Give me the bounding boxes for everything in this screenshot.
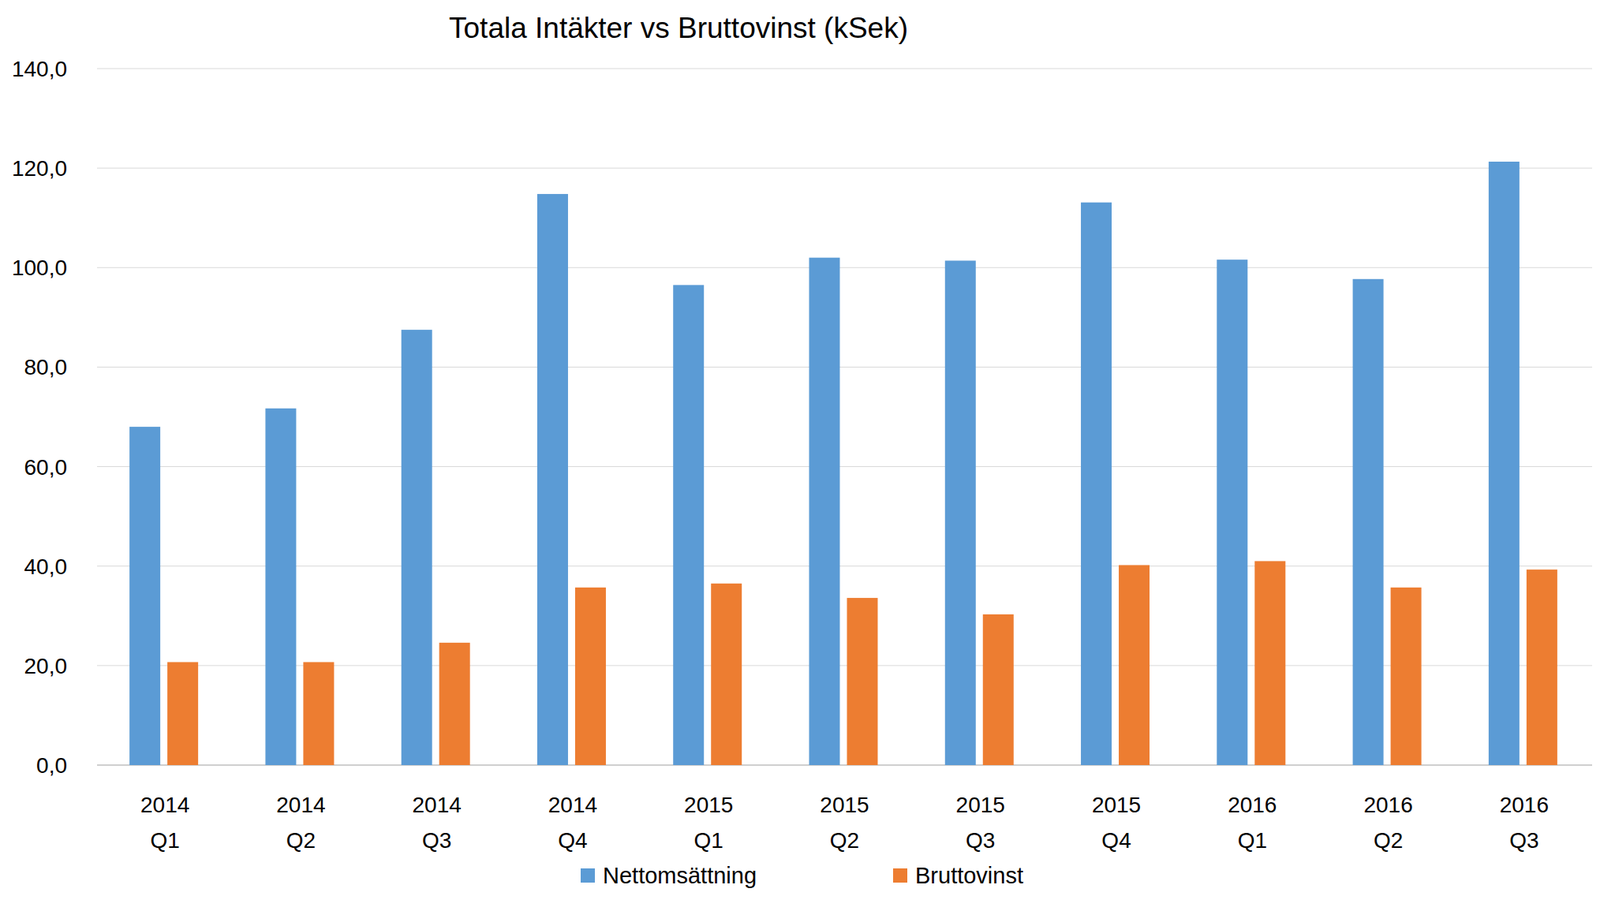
x-tick-label: 2014Q1 [140,792,190,853]
x-tick-label: 2015Q2 [819,792,869,853]
grid-line [97,168,1593,169]
chart: Totala Intäkter vs Bruttovinst (kSek) 0,0… [0,0,1600,911]
bar [710,583,742,766]
bar [1254,560,1286,766]
bar [167,661,199,766]
title: Totala Intäkter vs Bruttovinst (kSek) [448,11,909,45]
bar [1488,161,1520,766]
y-tick-label: 140,0 [11,56,68,82]
bar [1080,202,1112,766]
x-tick-label: 2015Q1 [684,792,733,853]
y-tick-label: 80,0 [24,355,68,380]
bar [537,194,569,766]
legend-swatch [893,868,908,883]
legend-label: Bruttovinst [915,863,1024,889]
bar [401,329,433,766]
bar [1216,259,1248,766]
x-tick-label: 2016Q3 [1499,792,1549,853]
bar [847,598,879,766]
bar [983,614,1014,766]
x-tick-label: 2014Q4 [548,792,598,853]
bar [1353,279,1384,766]
bar [809,257,841,766]
bar [1118,564,1150,766]
legend-swatch [580,868,595,883]
y-tick-label: 40,0 [24,554,68,580]
x-tick-label: 2016Q1 [1227,792,1277,853]
bar [302,661,334,766]
grid-line [97,267,1593,269]
y-tick-label: 60,0 [24,455,68,480]
legend-label: Nettomsättning [602,863,757,889]
y-tick-label: 120,0 [11,156,68,181]
bar [575,587,606,766]
bar [1390,587,1422,766]
grid-line [97,68,1593,70]
bar [439,642,471,766]
bar [265,408,296,766]
y-tick-label: 100,0 [11,255,68,281]
bar [129,426,161,766]
x-tick-label: 2015Q3 [956,792,1006,853]
x-tick-label: 2014Q3 [412,792,462,853]
y-tick-label: 20,0 [24,654,68,679]
bar [672,284,704,766]
x-tick-label: 2014Q2 [276,792,326,853]
y-tick-label: 0,0 [36,753,68,778]
bars [129,161,1558,766]
bar [945,260,976,766]
x-tick-label: 2015Q4 [1091,792,1141,853]
x-tick-label: 2016Q2 [1363,792,1413,853]
bar [1526,569,1558,766]
